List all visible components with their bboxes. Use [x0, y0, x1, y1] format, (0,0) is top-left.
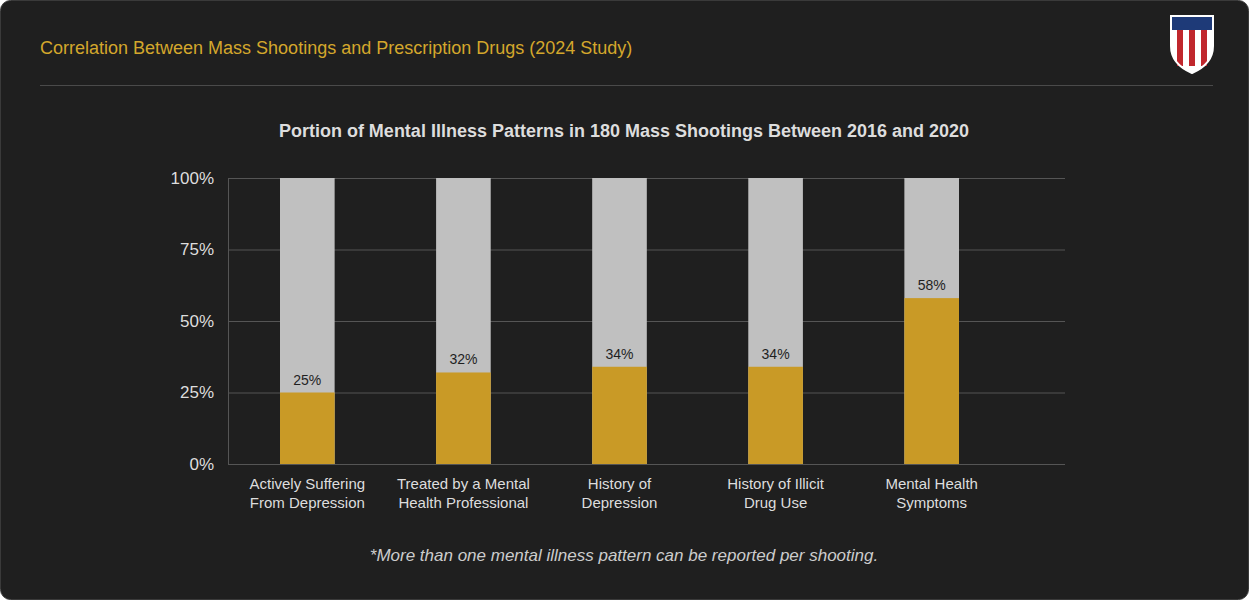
x-tick-label-line: From Depression: [250, 494, 365, 511]
data-label: 34%: [762, 346, 790, 362]
grid-line: [228, 464, 1065, 465]
bar: [592, 367, 647, 464]
x-tick-label: Mental Health Symptoms: [885, 475, 978, 512]
x-tick-label-line: History of Illicit: [727, 475, 825, 492]
logo-outline: [1171, 16, 1213, 73]
chart-title: Portion of Mental Illness Patterns in 18…: [279, 121, 969, 141]
x-tick: History of Depression: [582, 475, 658, 512]
header-separator: [40, 85, 1213, 86]
logo-stripe: [1201, 30, 1207, 66]
x-tick-label-line: Actively Suffering: [250, 475, 366, 492]
x-tick-label-line: Treated by a Mental: [397, 475, 530, 492]
logo-stripe: [1189, 30, 1195, 66]
x-tick-label: Treated by a Mental Health Professional: [397, 475, 530, 512]
bar-track: [904, 178, 959, 464]
x-tick: Actively Suffering From Depression: [250, 475, 366, 512]
x-tick-label-line: History of: [588, 475, 652, 492]
x-tick: History of Illicit Drug Use: [727, 475, 825, 512]
bar-track: [436, 178, 491, 464]
x-tick: Mental Health Symptoms: [885, 475, 978, 512]
card-background: [1, 1, 1249, 600]
x-tick-label: History of Depression: [582, 475, 658, 512]
x-tick-label: History of Illicit Drug Use: [727, 475, 825, 512]
y-tick-label: 50%: [180, 312, 214, 331]
chart-root: Correlation Between Mass Shootings and P…: [0, 0, 1249, 600]
logo-shield: [1171, 16, 1213, 73]
plot-area: [280, 178, 959, 464]
x-tick-label: Actively Suffering From Depression: [250, 475, 366, 512]
logo-stripe: [1177, 30, 1183, 66]
x-axis: Actively Suffering From Depression Treated…: [250, 475, 978, 512]
data-label: 34%: [605, 346, 633, 362]
bar: [280, 393, 335, 465]
y-tick-label: 25%: [180, 383, 214, 402]
bar-track: [280, 178, 335, 464]
data-labels: 25% 32% 34% 34% 58%: [293, 277, 945, 387]
data-label: 25%: [293, 372, 321, 388]
bar: [436, 372, 491, 464]
header-title: Correlation Between Mass Shootings and P…: [40, 38, 632, 58]
bar-track: [592, 178, 647, 464]
x-tick-label-line: Drug Use: [744, 494, 807, 511]
y-tick-label: 100%: [171, 169, 214, 188]
data-label: 58%: [918, 277, 946, 293]
x-tick-label-line: Symptoms: [896, 494, 967, 511]
y-tick-label: 75%: [180, 240, 214, 259]
bar: [904, 298, 959, 464]
x-tick-label-line: Depression: [582, 494, 658, 511]
footnote: *More than one mental illness pattern ca…: [370, 546, 878, 565]
y-tick-label: 0%: [189, 455, 214, 474]
x-tick-label-line: Mental Health: [885, 475, 978, 492]
bar: [748, 367, 803, 464]
logo-band: [1171, 16, 1213, 30]
y-axis: 0% 25% 50% 75% 100%: [171, 169, 1065, 474]
bar-track: [748, 178, 803, 464]
data-label: 32%: [449, 351, 477, 367]
x-tick: Treated by a Mental Health Professional: [397, 475, 530, 512]
x-tick-label-line: Health Professional: [398, 494, 528, 511]
logo: [1171, 16, 1213, 73]
